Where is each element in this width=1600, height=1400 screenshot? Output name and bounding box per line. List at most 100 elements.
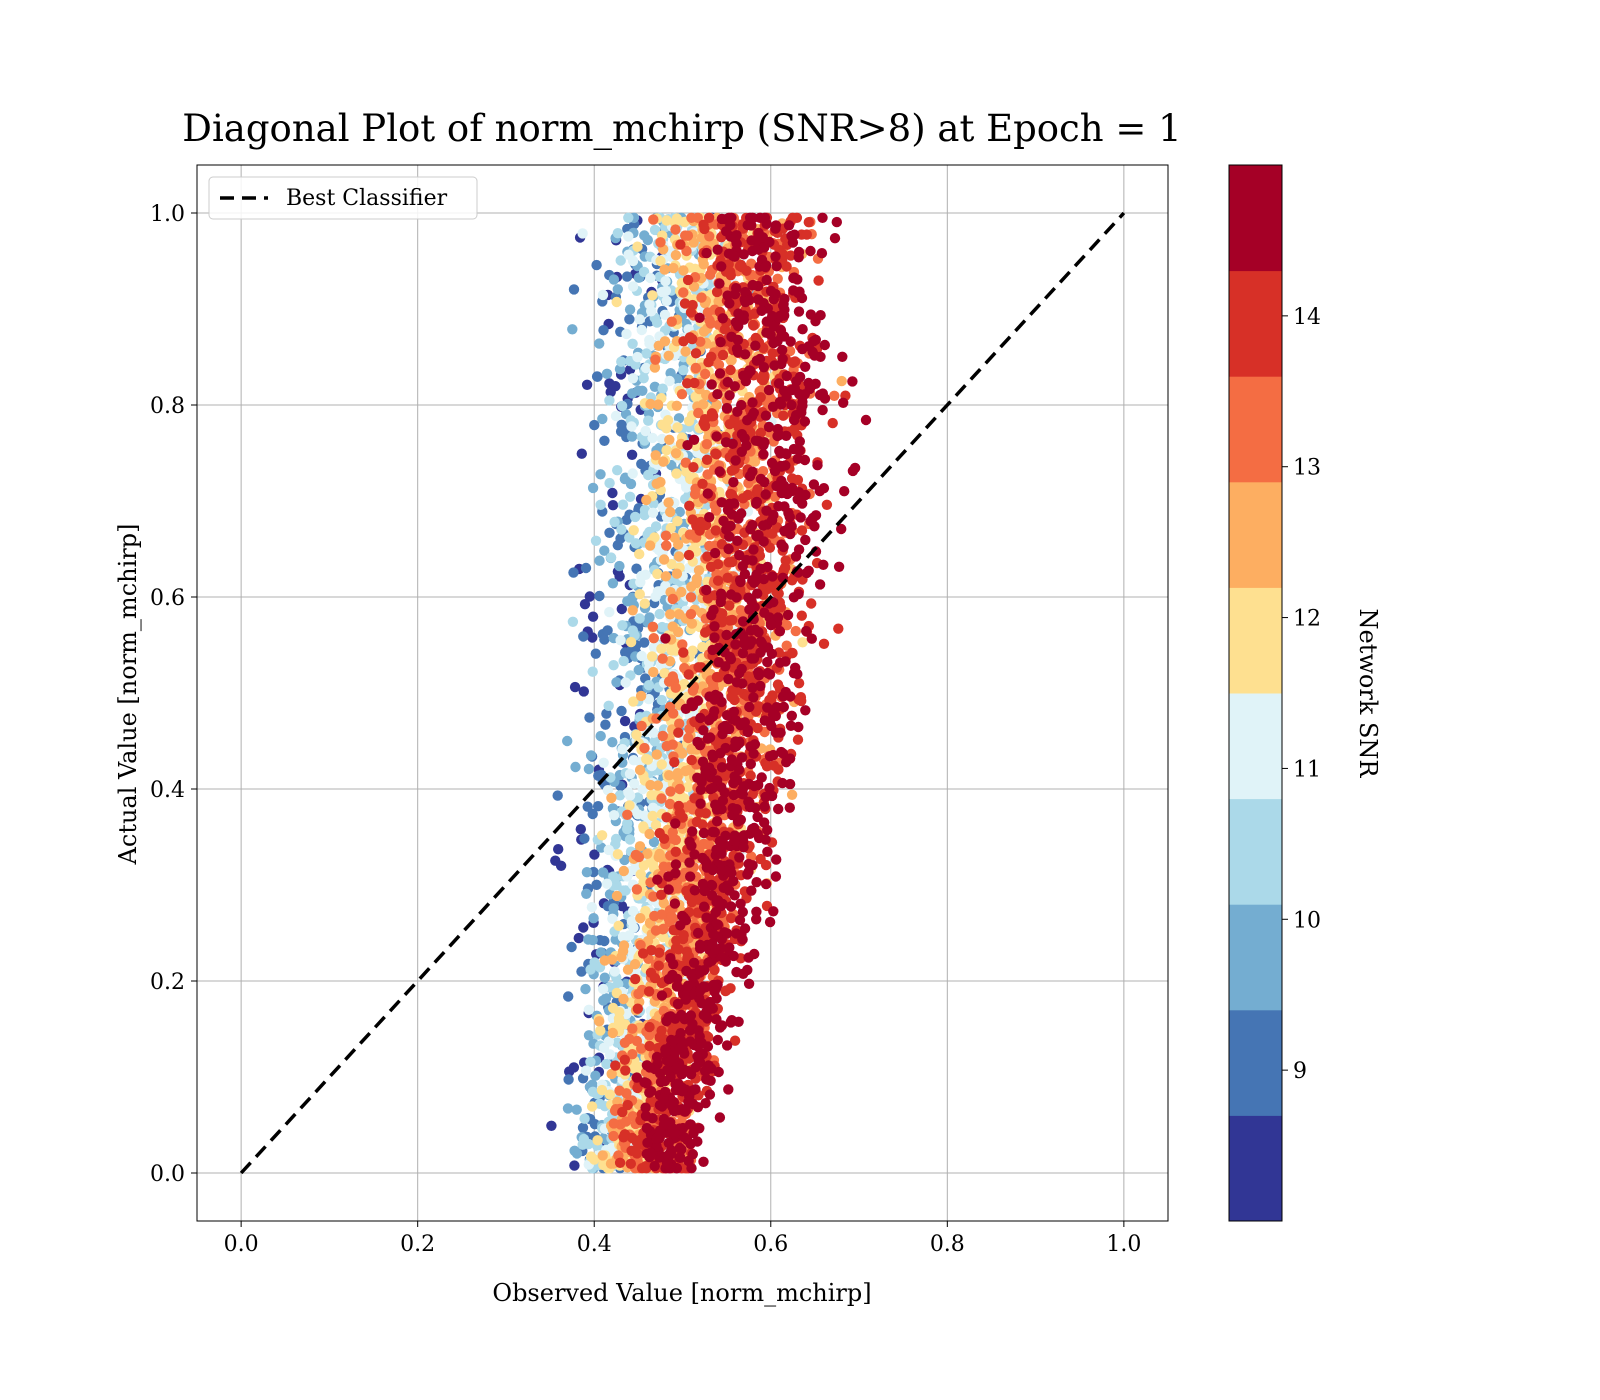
scatter-point <box>637 783 648 795</box>
scatter-point <box>578 922 589 933</box>
scatter-point <box>768 760 780 771</box>
scatter-point <box>770 251 781 262</box>
scatter-point <box>705 1075 716 1087</box>
scatter-point <box>793 678 805 689</box>
scatter-point <box>626 431 638 442</box>
scatter-point <box>713 359 725 371</box>
scatter-point <box>693 565 705 576</box>
scatter-point <box>831 216 842 228</box>
scatter-point <box>644 1087 655 1098</box>
scatter-point <box>667 671 678 682</box>
scatter-point <box>723 543 734 555</box>
scatter-point <box>631 729 642 740</box>
scatter-point <box>608 1118 619 1129</box>
scatter-point <box>743 858 754 870</box>
scatter-point <box>595 730 606 742</box>
scatter-point <box>762 702 773 713</box>
scatter-point <box>800 489 811 501</box>
scatter-point <box>701 454 713 465</box>
scatter-point <box>610 833 622 845</box>
scatter-point <box>815 310 826 321</box>
scatter-point <box>650 354 661 365</box>
scatter-point <box>800 361 811 372</box>
scatter-point <box>617 499 629 510</box>
scatter-point <box>716 261 727 272</box>
scatter-point <box>638 821 649 832</box>
scatter-point <box>658 897 669 909</box>
scatter-point <box>663 1011 674 1023</box>
scatter-point <box>793 246 805 258</box>
scatter-point <box>658 861 669 872</box>
scatter-point <box>727 438 738 449</box>
scatter-point <box>761 505 772 516</box>
scatter-point <box>590 1070 601 1081</box>
scatter-point <box>661 812 672 823</box>
scatter-point <box>586 1101 598 1112</box>
scatter-point <box>681 245 692 257</box>
scatter-point <box>604 1089 616 1100</box>
scatter-point <box>630 511 641 523</box>
scatter-point <box>594 338 605 349</box>
scatter-point <box>598 325 609 336</box>
scatter-point <box>584 712 595 723</box>
scatter-point <box>587 482 599 494</box>
scatter-point <box>787 237 799 248</box>
scatter-point <box>645 272 656 284</box>
scatter-point <box>627 255 639 267</box>
scatter-point <box>751 877 762 888</box>
scatter-point <box>587 808 598 820</box>
scatter-point <box>670 942 682 954</box>
scatter-point <box>647 432 658 444</box>
scatter-point <box>724 942 735 953</box>
scatter-point <box>577 228 588 239</box>
scatter-point <box>674 718 685 729</box>
scatter-point <box>753 529 764 541</box>
scatter-point <box>705 561 717 572</box>
scatter-point <box>655 255 666 267</box>
scatter-point <box>833 623 844 634</box>
scatter-point <box>571 1104 582 1115</box>
scatter-point <box>614 1007 625 1018</box>
scatter-point <box>569 681 581 693</box>
scatter-point <box>616 705 627 717</box>
scatter-point <box>721 402 733 414</box>
scatter-point <box>760 878 772 890</box>
scatter-point <box>647 290 658 301</box>
scatter-point <box>661 540 672 551</box>
scatter-point <box>730 639 741 650</box>
scatter-point <box>623 212 634 223</box>
scatter-point <box>619 1037 631 1049</box>
scatter-point <box>665 609 676 620</box>
scatter-point <box>571 1148 583 1159</box>
scatter-point <box>670 448 682 459</box>
scatter-point <box>660 530 672 541</box>
scatter-point <box>727 556 738 568</box>
scatter-point <box>634 764 646 776</box>
scatter-point <box>734 852 745 863</box>
scatter-point <box>573 932 584 944</box>
scatter-point <box>744 701 755 713</box>
scatter-point <box>792 734 804 745</box>
scatter-point <box>601 368 613 379</box>
scatter-point <box>711 1014 722 1025</box>
scatter-point <box>666 316 677 327</box>
scatter-point <box>709 547 721 559</box>
scatter-point <box>588 913 599 924</box>
scatter-point <box>585 1151 597 1162</box>
scatter-point <box>701 439 713 450</box>
scatter-point <box>666 911 678 923</box>
scatter-point <box>833 561 845 572</box>
scatter-point <box>616 603 627 615</box>
scatter-point <box>615 255 626 266</box>
scatter-point <box>763 384 775 396</box>
scatter-point <box>667 827 678 838</box>
scatter-point <box>597 983 609 995</box>
scatter-point <box>659 309 671 320</box>
scatter-point <box>747 397 758 408</box>
scatter-point <box>641 348 652 359</box>
scatter-point <box>577 1122 589 1134</box>
scatter-point <box>702 307 714 318</box>
scatter-point <box>770 223 781 234</box>
scatter-point <box>624 930 635 941</box>
scatter-point <box>672 998 684 1010</box>
